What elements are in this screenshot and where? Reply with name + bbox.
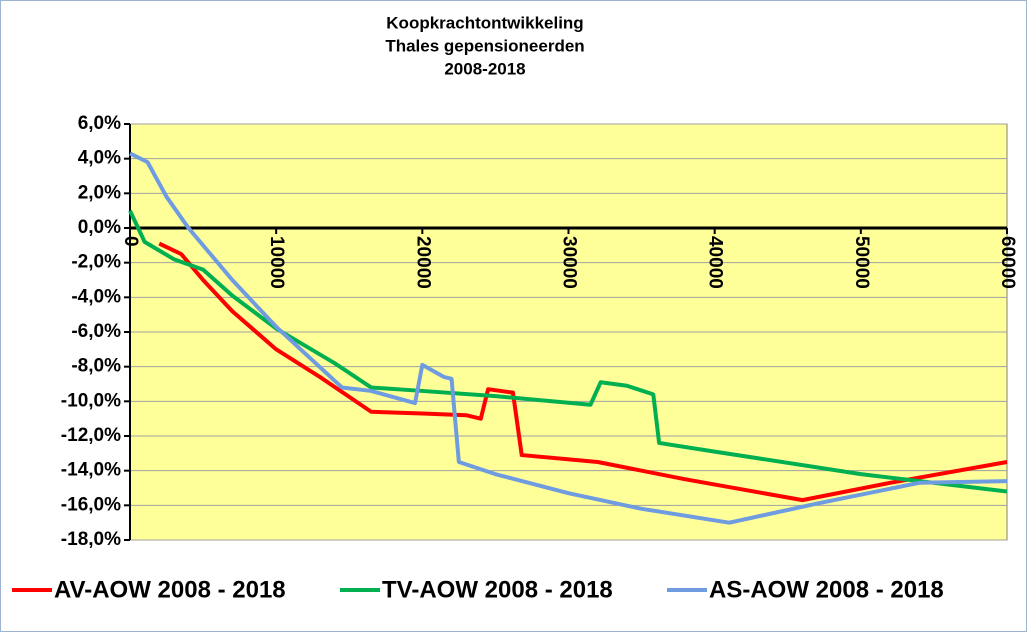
y-tick-label: -8,0% [71,356,121,377]
x-tick-label: 0 [120,236,141,247]
chart-title: Thales gepensioneerden [385,36,584,55]
series-line [158,241,1008,503]
legend-label: TV-AOW 2008 - 2018 [382,576,613,603]
x-tick-label: 20000 [412,236,433,289]
y-tick-label: 2,0% [78,182,121,203]
chart-title: Koopkrachtontwikkeling [386,13,583,32]
chart-title: 2008-2018 [444,59,525,78]
y-tick-label: -12,0% [61,425,121,446]
x-tick-label: 10000 [266,236,287,289]
y-tick-label: 0,0% [78,217,121,238]
x-tick-label: 60000 [997,236,1018,289]
y-tick-label: 4,0% [78,148,121,169]
x-tick-label: 40000 [705,236,726,289]
x-tick-label: 30000 [558,236,579,289]
x-tick-label: 50000 [851,236,872,289]
y-tick-label: -2,0% [71,252,121,273]
y-tick-label: -4,0% [71,286,121,307]
legend-label: AV-AOW 2008 - 2018 [54,576,286,603]
y-tick-label: -10,0% [61,390,121,411]
y-tick-label: -14,0% [61,460,121,481]
series-line [128,209,1008,494]
y-tick-label: -16,0% [61,494,121,515]
series-line [129,151,1008,525]
y-tick-label: -6,0% [71,321,121,342]
legend-label: AS-AOW 2008 - 2018 [709,576,944,603]
y-tick-label: 6,0% [78,113,121,134]
y-tick-label: -18,0% [61,529,121,550]
